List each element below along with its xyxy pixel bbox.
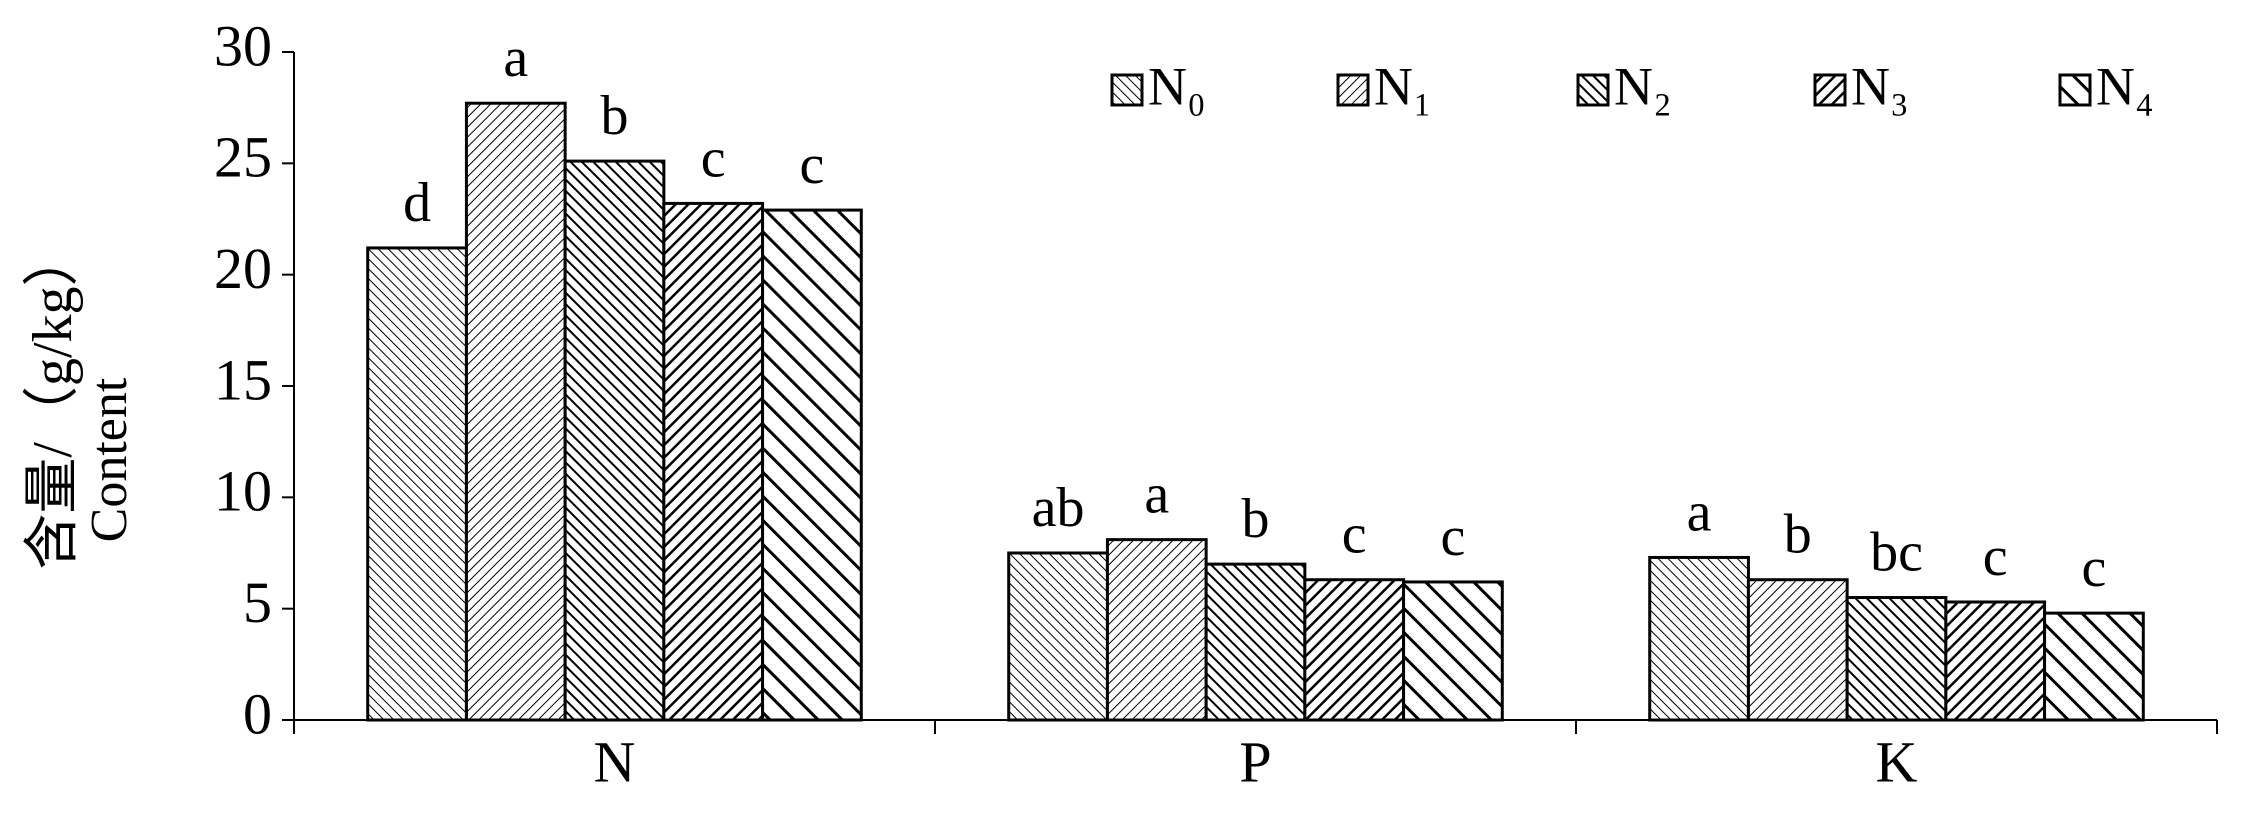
bar: [1402, 580, 1504, 722]
y-tick-label: 20: [214, 236, 272, 301]
bar: [1944, 600, 2047, 722]
legend-label: N₄: [2096, 56, 2154, 116]
legend-label: N₃: [1851, 56, 1909, 116]
bar: [464, 101, 567, 722]
value-label: b: [1784, 504, 1812, 566]
value-label: c: [2081, 537, 2106, 599]
legend-swatch: [1110, 73, 1144, 107]
y-tick-label: 0: [243, 681, 272, 746]
legend-label: N₁: [1374, 56, 1432, 116]
value-label: c: [701, 127, 726, 189]
legend-label: N₂: [1614, 56, 1672, 116]
value-label: ab: [1032, 477, 1085, 539]
legend-swatch: [1576, 73, 1610, 107]
value-label: c: [1983, 526, 2008, 588]
x-tick-label: P: [1239, 729, 1271, 794]
value-label: b: [1242, 488, 1270, 550]
value-label: c: [1342, 504, 1367, 566]
bar: [563, 159, 666, 722]
y-tick-label: 30: [214, 13, 272, 78]
bar: [761, 208, 863, 722]
bar: [1007, 551, 1109, 722]
y-label-line: Content: [81, 377, 138, 542]
bar: [1845, 596, 1948, 722]
legend-swatch: [1813, 73, 1847, 107]
bar: [1303, 578, 1406, 722]
bar: [662, 201, 765, 722]
y-axis-title: 含量/（g/kg） Content: [22, 230, 138, 569]
y-tick-label: 5: [243, 570, 272, 635]
value-label: b: [601, 85, 629, 147]
x-tick-label: K: [1876, 729, 1918, 794]
bar: [1648, 555, 1750, 722]
bar: [1204, 562, 1307, 722]
y-tick-label: 10: [214, 459, 272, 524]
legend-swatch: [2058, 73, 2092, 107]
value-label: c: [799, 134, 824, 196]
value-label: c: [1440, 506, 1465, 568]
value-label: a: [503, 27, 528, 89]
value-label: a: [1687, 481, 1712, 543]
y-label-line: 含量/（g/kg）: [22, 230, 84, 569]
bar: [1746, 578, 1849, 722]
bar: [2043, 611, 2145, 722]
value-label: d: [403, 172, 431, 234]
value-label: bc: [1870, 521, 1923, 583]
legend-swatch: [1336, 73, 1370, 107]
bar: [366, 246, 468, 722]
y-tick-label: 15: [214, 347, 272, 412]
y-tick-label: 25: [214, 125, 272, 190]
x-tick-label: N: [594, 729, 636, 794]
value-label: a: [1144, 463, 1169, 525]
bar: [1105, 538, 1208, 722]
legend-label: N₀: [1148, 56, 1206, 116]
